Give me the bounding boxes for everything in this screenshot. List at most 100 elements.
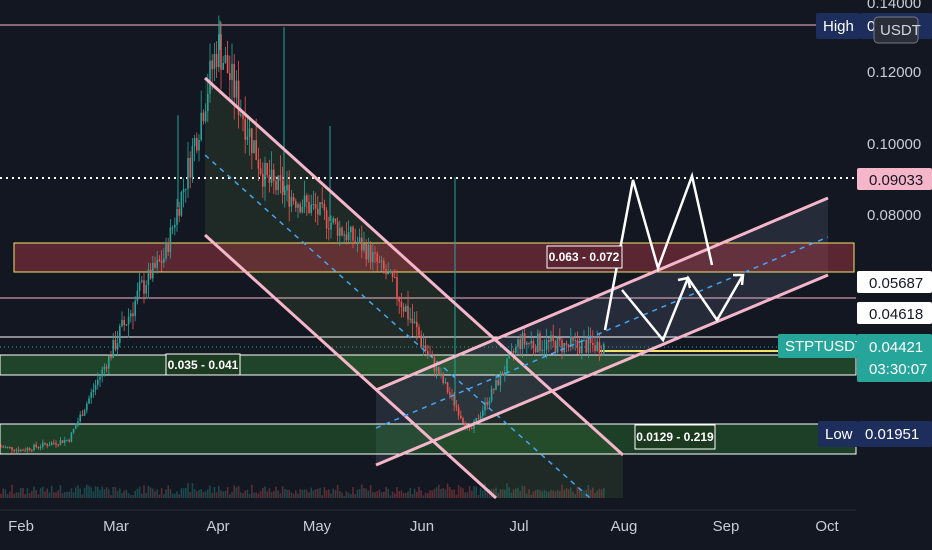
volume-bar: [28, 492, 31, 498]
candle-body: [237, 80, 240, 116]
volume-bar: [554, 491, 557, 498]
volume-bar: [79, 488, 81, 498]
volume-bar: [587, 485, 590, 498]
candle-body: [306, 195, 308, 203]
volume-bar: [114, 487, 117, 498]
candle-body: [79, 414, 81, 422]
candle-body: [24, 450, 26, 452]
time-axis[interactable]: Feb Mar Apr May Jun Jul Aug Sep Oct: [8, 518, 839, 535]
candle-body: [394, 277, 396, 279]
symbol-badge-text: STPTUSDT: [785, 338, 864, 355]
candle-body: [464, 422, 466, 428]
candle-body: [15, 449, 18, 451]
candle-body: [297, 204, 299, 208]
volume-bar: [559, 491, 561, 498]
candle-body: [517, 339, 519, 347]
volume-bar: [310, 487, 312, 498]
candle-body: [499, 372, 502, 386]
candle-body: [108, 355, 110, 369]
volume-bar: [152, 488, 154, 498]
candle-body: [281, 180, 284, 195]
candle-body: [90, 392, 92, 399]
volume-bar: [158, 494, 161, 498]
candle-body: [484, 401, 486, 411]
candle-body: [332, 218, 334, 223]
volume-bar: [308, 492, 310, 498]
volume-bar: [378, 489, 381, 498]
volume-bar: [213, 486, 216, 498]
candle-body: [561, 340, 563, 353]
volume-bar: [50, 485, 53, 498]
level-badge-05687: [857, 271, 932, 293]
volume-bar: [317, 488, 319, 498]
candle-body: [420, 335, 422, 347]
month-tick-label: Jul: [509, 518, 528, 535]
candle-body: [572, 336, 574, 341]
candle-body: [240, 114, 242, 116]
candle-body: [275, 180, 277, 190]
volume-bar: [55, 492, 57, 498]
volume-bar: [4, 489, 7, 498]
volume-bar: [548, 491, 550, 498]
volume-bar: [264, 486, 266, 498]
volume-bar: [543, 489, 546, 498]
candle-body: [158, 259, 161, 261]
candle-body: [147, 269, 150, 286]
currency-badge[interactable]: [873, 16, 919, 44]
candle-body: [365, 243, 367, 260]
candle-body: [6, 446, 9, 448]
candle-body: [55, 442, 57, 445]
candle-body: [339, 227, 341, 236]
candle-body: [138, 281, 141, 291]
volume-bar: [506, 483, 508, 498]
price-axis[interactable]: 0.14000 0.12000 0.10000 0.08000: [867, 0, 921, 224]
candle-body: [44, 442, 46, 445]
projection-path-double-top: [603, 171, 714, 331]
candle-body: [336, 221, 339, 236]
level-badge-04618: [857, 302, 932, 324]
volume-bar: [180, 488, 183, 498]
volume-bar: [275, 486, 277, 498]
volume-bar: [233, 485, 235, 498]
candle-body: [200, 112, 202, 140]
volume-bar: [352, 487, 354, 498]
volume-bar: [508, 487, 510, 498]
candle-body: [233, 63, 235, 98]
candle-body: [347, 232, 350, 240]
volume-bar: [537, 489, 539, 498]
candle-body: [532, 341, 535, 348]
volume-bar: [20, 487, 22, 498]
volume-bar: [402, 492, 405, 498]
symbol-badge: [778, 334, 857, 358]
volume-bar: [220, 490, 222, 498]
currency-badge-text[interactable]: USDT: [880, 22, 921, 39]
high-badge-value: 0: [867, 18, 875, 35]
volume-bar: [422, 495, 425, 498]
candle-body: [255, 140, 257, 160]
volume-bar: [116, 490, 119, 498]
candle-body: [422, 345, 425, 347]
candle-body: [123, 319, 125, 326]
candle-body: [462, 417, 464, 423]
volume-bar: [462, 488, 464, 498]
volume-bar: [81, 494, 84, 498]
candle-body: [319, 202, 321, 215]
candle-body: [345, 234, 348, 240]
volume-bar: [475, 486, 477, 498]
zone-label-box-resistance: [546, 245, 623, 269]
candle-body: [453, 395, 455, 406]
volume-bar: [484, 483, 486, 498]
candle-body: [112, 340, 114, 358]
candle-body: [48, 445, 51, 447]
candle-body: [0, 446, 2, 448]
resistance-zone: [13, 242, 855, 273]
candle-body: [248, 128, 251, 137]
candle-body: [449, 392, 451, 395]
level-badge-09033: [857, 168, 932, 190]
volume-bar: [209, 485, 211, 498]
candle-body: [411, 318, 414, 323]
volume-bar: [389, 495, 392, 498]
candle-body: [59, 440, 62, 445]
candle-body: [130, 313, 132, 317]
